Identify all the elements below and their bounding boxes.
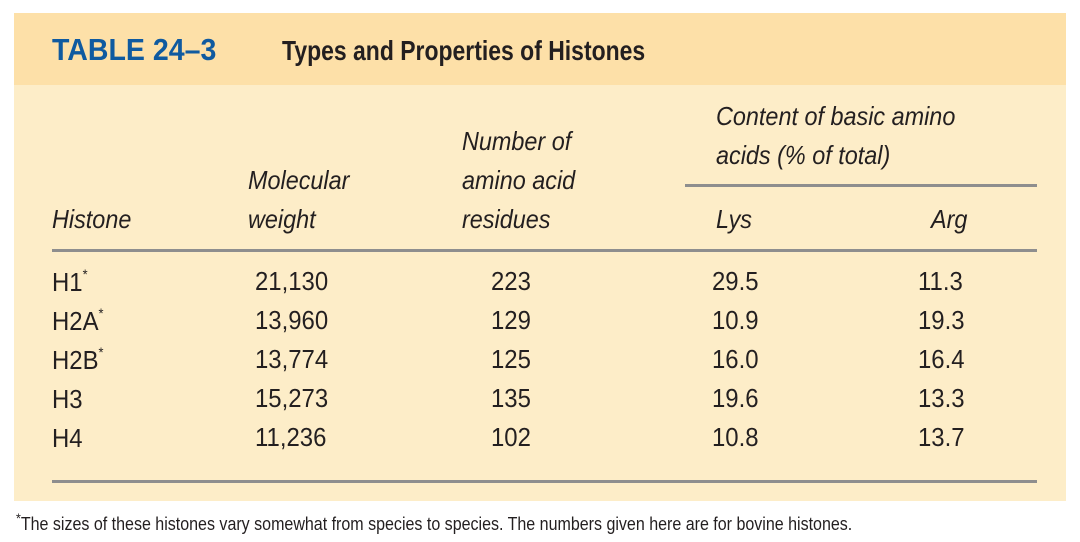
cell-text: 19.6 xyxy=(712,383,759,413)
cell-residues: 223 xyxy=(491,266,531,297)
cell-histone: H2B* xyxy=(52,344,104,376)
cell-text: 19.3 xyxy=(918,305,965,335)
header-basic-2: acids (% of total) xyxy=(716,140,891,170)
cell-histone: H4 xyxy=(52,422,83,454)
header-aa-2: amino acid xyxy=(462,165,576,195)
header-aa-1: Number of xyxy=(462,126,572,156)
header-histone: Histone xyxy=(52,204,132,234)
cell-text: H3 xyxy=(52,384,83,414)
cell-text: 11.3 xyxy=(918,266,963,296)
cell-mw: 11,236 xyxy=(255,422,326,453)
table-title-band xyxy=(14,13,1066,85)
cell-mw: 15,273 xyxy=(255,383,328,414)
subheader-rule xyxy=(685,184,1037,187)
footnote-text: The sizes of these histones vary somewha… xyxy=(20,514,853,534)
cell-text: H4 xyxy=(52,423,83,453)
cell-arg: 16.4 xyxy=(918,344,965,375)
cell-lys: 19.6 xyxy=(712,383,759,414)
header-aa-3: residues xyxy=(462,204,551,234)
header-rule xyxy=(52,249,1037,252)
cell-text: 16.0 xyxy=(712,344,759,374)
cell-histone: H1* xyxy=(52,266,88,298)
footnote-mark: * xyxy=(16,510,21,526)
table-number: TABLE 24–3 xyxy=(52,32,217,67)
cell-text: 29.5 xyxy=(712,266,759,296)
cell-mw: 13,774 xyxy=(255,344,328,375)
cell-arg: 13.7 xyxy=(918,422,965,453)
cell-text: H1 xyxy=(52,267,83,297)
cell-text: 13.3 xyxy=(918,383,965,413)
cell-residues: 135 xyxy=(491,383,531,414)
header-mw-1: Molecular xyxy=(248,165,350,195)
cell-mw: 13,960 xyxy=(255,305,328,336)
cell-text: 10.8 xyxy=(712,422,759,452)
bottom-rule xyxy=(52,480,1037,483)
cell-text: 13,774 xyxy=(255,344,329,374)
cell-arg: 19.3 xyxy=(918,305,965,336)
footnote: *The sizes of these histones vary somewh… xyxy=(16,510,852,535)
cell-text: 16.4 xyxy=(918,344,965,374)
footnote-marker: * xyxy=(98,305,104,321)
header-arg: Arg xyxy=(931,204,968,234)
table-panel xyxy=(14,13,1066,501)
cell-text: 13.7 xyxy=(918,422,965,452)
cell-text: 125 xyxy=(491,344,531,374)
cell-text: 11,236 xyxy=(255,422,327,452)
header-lys: Lys xyxy=(716,204,752,234)
cell-text: 102 xyxy=(491,422,531,452)
cell-text: 21,130 xyxy=(255,266,329,296)
cell-mw: 21,130 xyxy=(255,266,328,297)
cell-residues: 125 xyxy=(491,344,531,375)
cell-text: 223 xyxy=(491,266,531,296)
header-basic-1: Content of basic amino xyxy=(716,101,956,131)
cell-text: 13,960 xyxy=(255,305,329,335)
cell-histone: H3 xyxy=(52,383,83,415)
table-title: Types and Properties of Histones xyxy=(282,35,646,66)
footnote-marker: * xyxy=(82,266,88,282)
cell-arg: 13.3 xyxy=(918,383,965,414)
cell-histone: H2A* xyxy=(52,305,104,337)
cell-lys: 10.9 xyxy=(712,305,759,336)
cell-lys: 10.8 xyxy=(712,422,759,453)
cell-lys: 29.5 xyxy=(712,266,759,297)
cell-text: H2A xyxy=(52,306,99,336)
cell-text: 129 xyxy=(491,305,531,335)
cell-lys: 16.0 xyxy=(712,344,759,375)
cell-arg: 11.3 xyxy=(918,266,963,297)
footnote-marker: * xyxy=(98,344,104,360)
cell-text: 15,273 xyxy=(255,383,329,413)
cell-residues: 102 xyxy=(491,422,531,453)
cell-residues: 129 xyxy=(491,305,531,336)
cell-text: 10.9 xyxy=(712,305,759,335)
cell-text: 135 xyxy=(491,383,531,413)
header-mw-2: weight xyxy=(248,204,316,234)
cell-text: H2B xyxy=(52,345,99,375)
